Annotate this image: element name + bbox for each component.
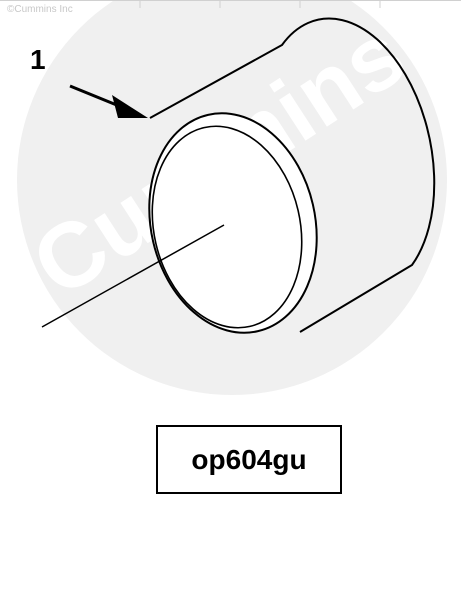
cup-part bbox=[148, 17, 436, 334]
callout-number-1: 1 bbox=[30, 44, 46, 75]
callout-arrow bbox=[69, 84, 148, 118]
center-axis-line bbox=[41, 224, 225, 328]
figure-id-label: op604gu bbox=[191, 443, 307, 475]
cup-rim-inner bbox=[151, 125, 303, 329]
figure-id-box: op604gu bbox=[156, 425, 342, 494]
top-border bbox=[0, 0, 461, 8]
cup-rim-outer bbox=[148, 112, 318, 334]
copyright-text: ©Cummins Inc bbox=[7, 4, 73, 15]
cup-body-outline bbox=[149, 17, 436, 333]
